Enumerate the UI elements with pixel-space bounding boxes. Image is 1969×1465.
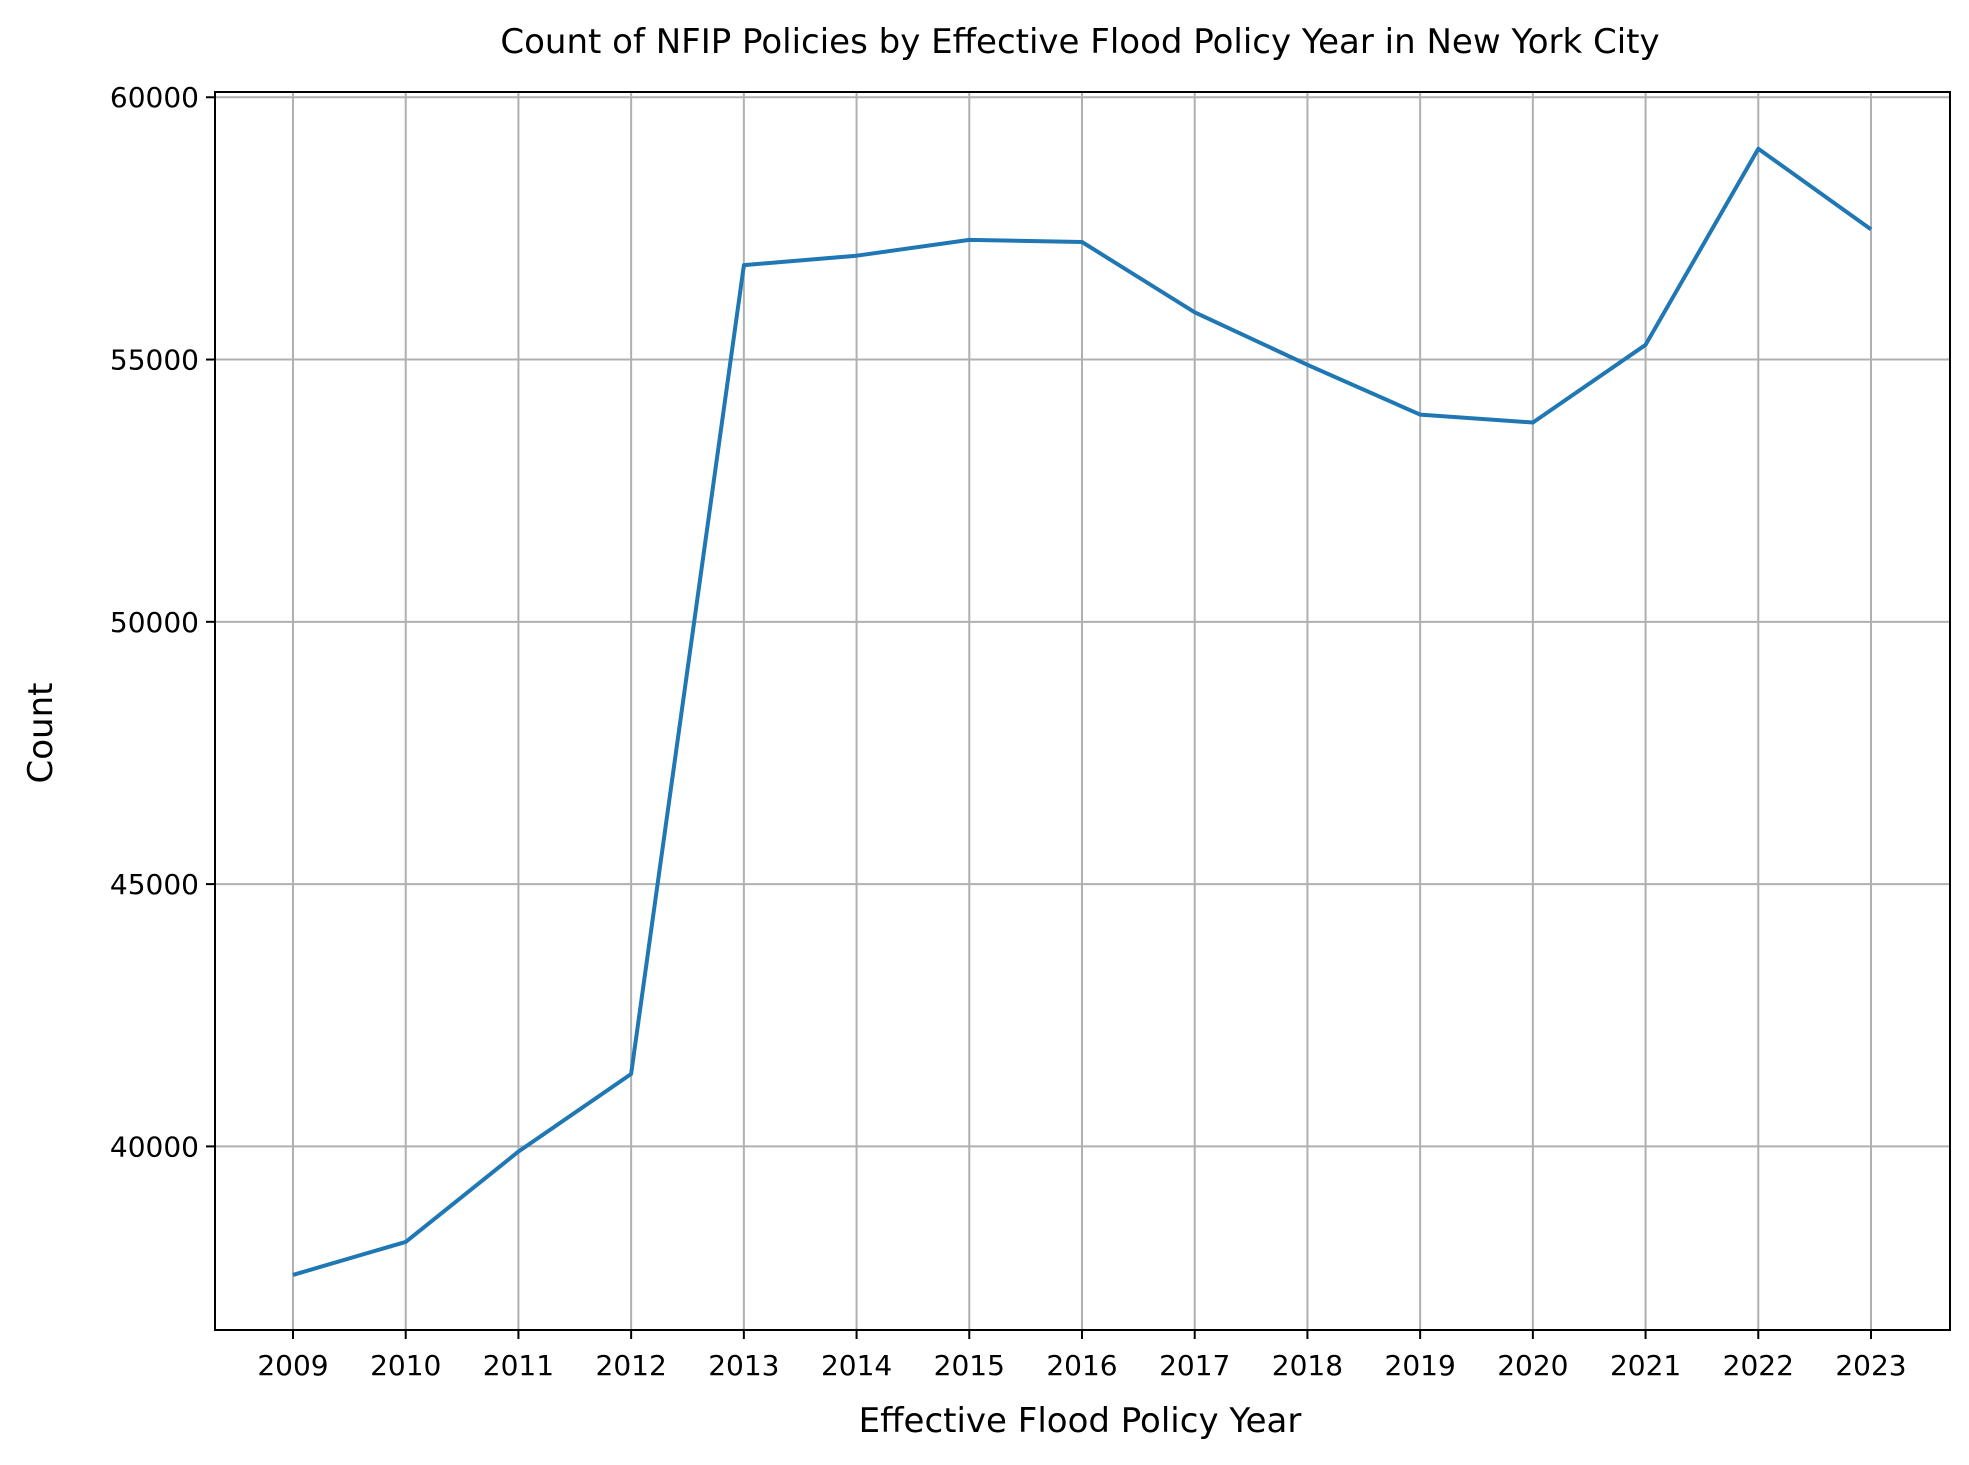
x-tick-label: 2015 (934, 1349, 1005, 1382)
x-tick-label: 2014 (821, 1349, 892, 1382)
y-tick-label: 60000 (110, 81, 199, 114)
x-tick-label: 2011 (483, 1349, 554, 1382)
x-tick-label: 2023 (1835, 1349, 1906, 1382)
x-tick-label: 2019 (1385, 1349, 1456, 1382)
x-tick-label: 2018 (1272, 1349, 1343, 1382)
y-axis-label: Count (21, 683, 61, 784)
x-tick-label: 2021 (1610, 1349, 1681, 1382)
y-axis: 40000 45000 50000 55000 60000 (110, 81, 215, 1163)
y-tick-label: 40000 (110, 1130, 199, 1163)
x-tick-label: 2022 (1723, 1349, 1794, 1382)
x-axis: 2009 2010 2011 2012 2013 2014 2015 2016 2017 2018… (257, 1330, 1907, 1382)
x-tick-label: 2009 (257, 1349, 328, 1382)
x-axis-label: Effective Flood Policy Year (859, 1401, 1302, 1441)
x-tick-label: 2010 (370, 1349, 441, 1382)
x-tick-label: 2020 (1497, 1349, 1568, 1382)
x-tick-label: 2016 (1046, 1349, 1117, 1382)
x-tick-label: 2017 (1159, 1349, 1230, 1382)
grid (215, 92, 1950, 1330)
y-tick-label: 45000 (110, 868, 199, 901)
x-tick-label: 2012 (596, 1349, 667, 1382)
y-tick-label: 50000 (110, 606, 199, 639)
y-tick-label: 55000 (110, 344, 199, 377)
chart-title: Count of NFIP Policies by Effective Floo… (500, 22, 1659, 62)
series-layer (292, 146, 1873, 1277)
x-tick-label: 2013 (708, 1349, 779, 1382)
